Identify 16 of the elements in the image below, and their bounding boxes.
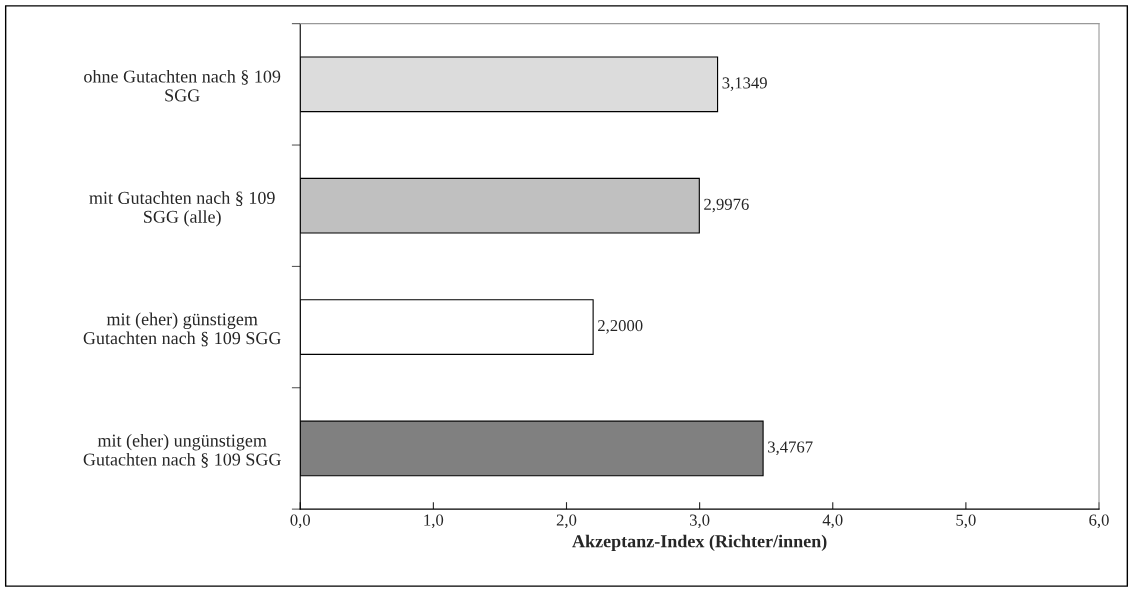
y-tick-label: ohne Gutachten nach § 109 SGG <box>84 69 281 102</box>
y-tick-label: mit (eher) günstigem Gutachten nach § 109 SGG <box>83 312 281 347</box>
y-tick-label: mit (eher) ungünstigem Gutachten nach § 109 SGG <box>83 433 281 468</box>
x-tick-label: 3,0 <box>690 514 710 529</box>
data-label: 2,2000 <box>598 320 643 334</box>
x-tick-label: 6,0 <box>1089 514 1109 529</box>
x-tick-label: 2,0 <box>556 514 577 529</box>
y-tick-label: mit Gutachten nach § 109 SGG (alle) <box>89 191 275 227</box>
x-tick-label: 0,0 <box>290 514 311 529</box>
x-tick-label: 1,0 <box>424 514 444 529</box>
data-label: 3,4767 <box>768 441 813 456</box>
data-label: 2,9976 <box>704 198 749 213</box>
x-tick-label: 4,0 <box>822 514 843 529</box>
x-tick-label: 5,0 <box>956 514 976 529</box>
data-label: 3,1349 <box>722 77 767 91</box>
x-axis-title: Akzeptanz-Index (Richter/innen) <box>572 534 827 552</box>
